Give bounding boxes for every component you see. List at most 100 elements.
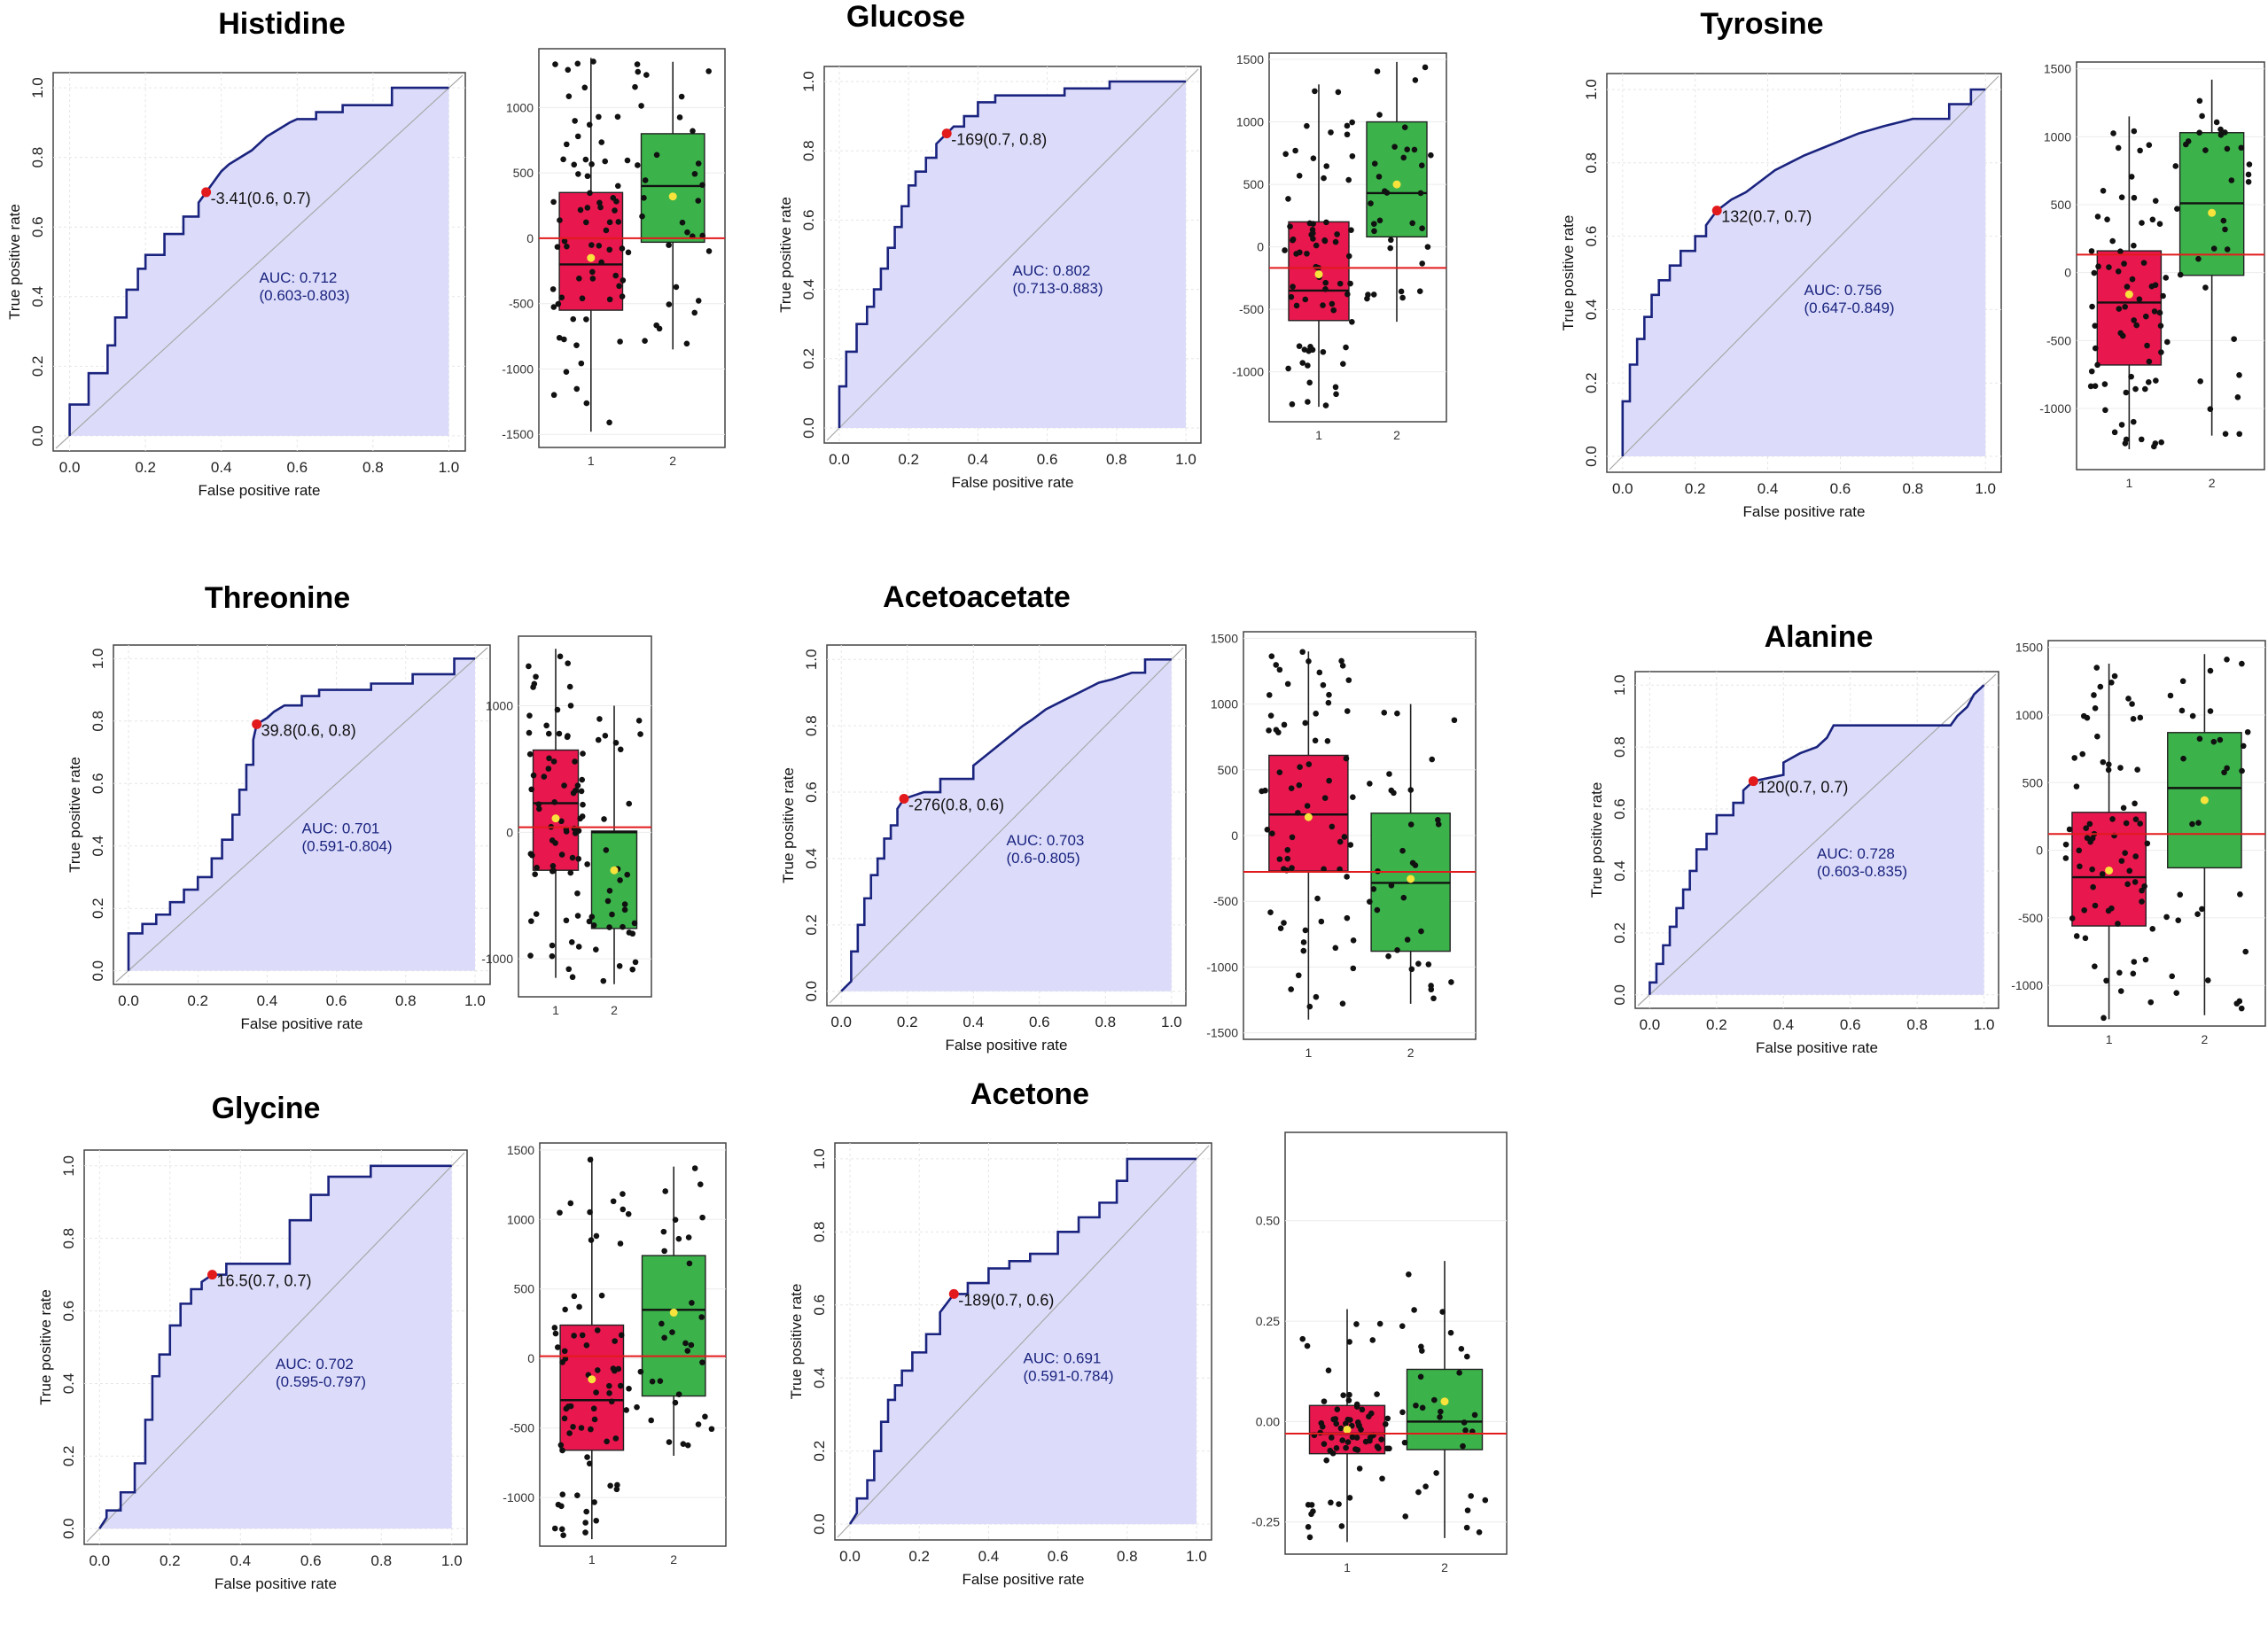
box-point	[593, 946, 599, 952]
box-point	[559, 1491, 566, 1498]
roc-x-tick: 0.0	[118, 992, 139, 1009]
box-y-tick: 0	[1231, 828, 1238, 843]
box-point	[603, 227, 610, 234]
box-mean-point	[669, 1308, 678, 1317]
roc-cutoff-label: -276(0.8, 0.6)	[908, 797, 1004, 814]
box-point	[1300, 947, 1307, 954]
box-point	[2084, 835, 2091, 842]
box-point	[588, 1237, 595, 1243]
box-mean-point	[1343, 1425, 1352, 1434]
box-point	[1428, 152, 1434, 159]
box-point	[684, 229, 690, 236]
box-point	[1463, 1524, 1470, 1531]
box-point	[1346, 1417, 1353, 1423]
box-point	[634, 1403, 640, 1411]
box-point	[617, 1382, 624, 1389]
box-point	[1388, 882, 1395, 889]
box-point	[2237, 891, 2243, 898]
box-point	[1332, 238, 1339, 245]
box-point	[616, 283, 622, 290]
box-point	[569, 854, 576, 861]
roc-y-tick: 0.8	[811, 1222, 828, 1243]
box-point	[641, 195, 647, 201]
roc-y-label: True positive rate	[788, 1284, 805, 1400]
panel-title: Acetone	[970, 1077, 1089, 1111]
box-mean-point	[1392, 180, 1401, 189]
box-point	[2131, 194, 2138, 201]
box-point	[2173, 990, 2180, 996]
roc-y-tick: 0.8	[60, 1228, 77, 1249]
box-point	[2183, 141, 2189, 148]
box-point	[564, 243, 570, 250]
box-y-tick: -1000	[2039, 401, 2071, 416]
box-point	[1356, 1466, 1363, 1472]
box-point	[1337, 280, 1344, 287]
box-point	[1349, 119, 1355, 126]
roc-y-tick: 1.0	[60, 1155, 77, 1177]
box-point	[557, 653, 564, 660]
box-point	[691, 1165, 698, 1171]
box-point	[1312, 737, 1319, 744]
box-x-tick: 1	[588, 454, 595, 468]
box-point	[617, 1240, 624, 1247]
roc-cutoff-label: -169(0.7, 0.8)	[951, 131, 1047, 149]
box-point	[2177, 891, 2184, 898]
box-point	[593, 1517, 599, 1524]
box-point	[2167, 692, 2174, 699]
box-point	[1269, 830, 1275, 836]
roc-cutoff-label: 120(0.7, 0.7)	[1758, 779, 1848, 797]
roc-y-tick: 0.2	[29, 356, 46, 377]
box-point	[1296, 781, 1303, 789]
box-point	[2207, 708, 2214, 714]
box-point	[558, 818, 565, 825]
box-point	[2123, 436, 2130, 443]
box-point	[545, 730, 552, 737]
panel-title: Glycine	[212, 1092, 321, 1125]
box-y-tick: 500	[2022, 775, 2044, 789]
box-point	[2137, 820, 2144, 827]
box-point	[1276, 666, 1283, 673]
box-point	[1422, 64, 1429, 71]
box-point	[619, 245, 626, 252]
roc-x-tick: 0.6	[326, 992, 347, 1009]
box-point	[554, 244, 561, 250]
box-point	[1349, 152, 1356, 159]
box-point	[1300, 939, 1307, 945]
box-y-tick: 0	[2036, 844, 2043, 858]
box-point	[1353, 1401, 1360, 1408]
box-point	[1289, 400, 1296, 408]
roc-x-tick: 0.2	[1706, 1016, 1727, 1033]
roc-x-tick: 1.0	[1975, 480, 1996, 497]
box-point	[1329, 300, 1336, 307]
roc-y-tick: 0.8	[800, 140, 817, 161]
roc-y-tick: 1.0	[803, 649, 820, 670]
roc-y-tick: 0.6	[800, 210, 817, 231]
box-point	[2131, 128, 2138, 135]
box-y-tick: 1000	[2044, 129, 2071, 144]
roc-x-tick: 0.6	[300, 1552, 322, 1569]
box-point	[596, 199, 603, 206]
roc-x-tick: 0.2	[897, 1014, 918, 1030]
box-point	[607, 1482, 613, 1489]
roc-y-tick: 0.6	[1583, 226, 1600, 247]
box-point	[1439, 1309, 1446, 1315]
box-point	[612, 1435, 620, 1442]
box-body-group-2	[641, 1255, 706, 1397]
box-point	[556, 334, 563, 341]
box-point	[615, 219, 622, 225]
box-point	[1374, 1443, 1381, 1450]
roc-ci-label: (0.591-0.784)	[1024, 1368, 1114, 1385]
roc-y-tick: 0.8	[90, 711, 106, 732]
box-y-tick: 0.25	[1256, 1314, 1280, 1328]
box-point	[558, 294, 565, 301]
roc-curve	[127, 657, 475, 971]
box-point	[2118, 194, 2125, 201]
box-point	[1400, 894, 1407, 901]
box-point	[598, 139, 605, 145]
box-point	[1468, 1493, 1474, 1499]
box-point	[2084, 714, 2091, 721]
box-point	[558, 851, 565, 858]
box-y-tick: -1000	[503, 1490, 534, 1504]
box-point	[1313, 993, 1320, 1000]
box-point	[550, 198, 557, 206]
